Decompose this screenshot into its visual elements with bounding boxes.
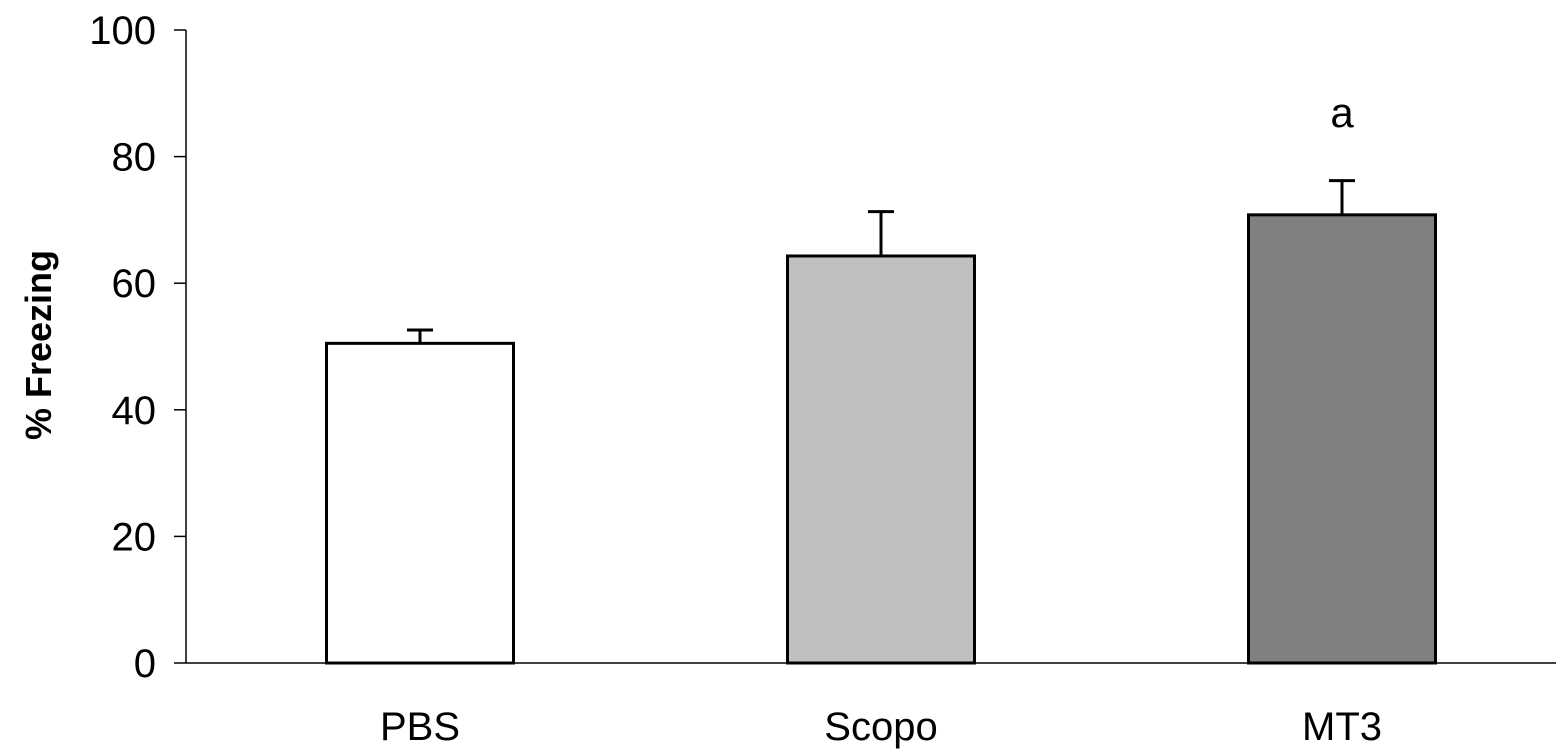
x-tick-label-scopo: Scopo — [824, 705, 937, 749]
x-tick-label-mt3: MT3 — [1302, 705, 1382, 749]
y-tick-label-80: 80 — [112, 136, 157, 180]
y-tick-label-60: 60 — [112, 262, 157, 306]
y-axis-title: % Freezing — [18, 250, 59, 440]
bar-scopo — [786, 254, 976, 665]
bar-mt3 — [1247, 213, 1437, 665]
annotations: a — [1330, 89, 1354, 136]
bars — [325, 213, 1437, 665]
y-tick-label-0: 0 — [134, 642, 156, 686]
x-axis-labels: PBS Scopo MT3 — [380, 705, 1382, 749]
annotation-mt3: a — [1330, 89, 1354, 136]
x-tick-label-pbs: PBS — [380, 705, 460, 749]
y-tick-label-40: 40 — [112, 389, 157, 433]
bar-pbs — [325, 341, 515, 665]
error-bars — [407, 179, 1355, 344]
y-tick-label-100: 100 — [89, 9, 156, 53]
y-tick-label-20: 20 — [112, 515, 157, 559]
y-axis-ticks: 0 20 40 60 80 100 — [89, 9, 186, 686]
